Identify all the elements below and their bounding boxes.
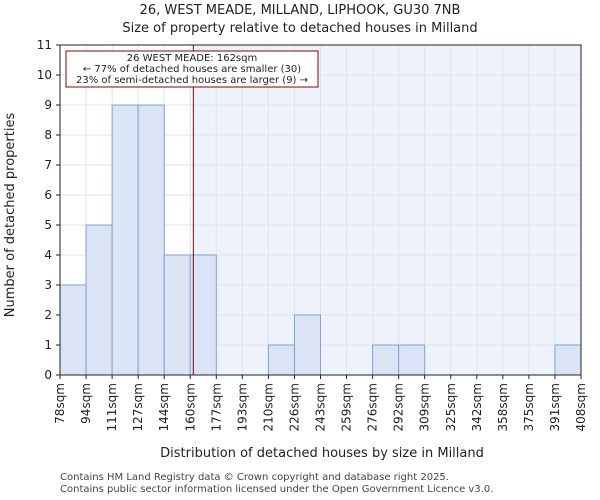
annotation-line-2: ← 77% of detached houses are smaller (30…: [83, 64, 301, 75]
x-tick-label: 325sqm: [444, 383, 458, 431]
histogram-bar: [59, 284, 87, 376]
histogram-bar: [111, 104, 139, 376]
plot-background-right-region: [193, 45, 582, 375]
histogram-bar: [554, 344, 582, 376]
x-tick-label: 358sqm: [496, 383, 510, 431]
annotation-line-1: 26 WEST MEADE: 162sqm: [127, 53, 257, 64]
x-tick-label: 210sqm: [261, 383, 275, 431]
y-tick-label: 2: [44, 308, 52, 322]
y-tick-label: 3: [44, 278, 52, 292]
x-tick-label: 127sqm: [131, 383, 145, 431]
annotation-border: [65, 50, 319, 88]
y-tick-label: 11: [37, 38, 52, 52]
x-axis-label: Distribution of detached houses by size …: [160, 446, 484, 461]
y-tick-label: 7: [44, 158, 52, 172]
histogram-bar: [372, 344, 400, 376]
y-tick-label: 8: [44, 128, 52, 142]
x-tick-label: 391sqm: [548, 383, 562, 431]
y-axis-ticks: 0 1 2 3 4 5 6 7 8 9 10 11: [37, 38, 60, 382]
x-tick-label: 243sqm: [314, 383, 328, 431]
histogram-bar: [137, 104, 165, 376]
x-tick-label: 309sqm: [418, 383, 432, 431]
x-tick-label: 292sqm: [392, 383, 406, 431]
y-tick-label: 10: [37, 68, 52, 82]
histogram-bar: [85, 224, 113, 376]
x-tick-label: 375sqm: [522, 383, 536, 431]
chart-title: 26, WEST MEADE, MILLAND, LIPHOOK, GU30 7…: [140, 3, 461, 18]
x-tick-label: 342sqm: [470, 383, 484, 431]
x-tick-label: 160sqm: [183, 383, 197, 431]
y-tick-label: 1: [44, 338, 52, 352]
y-tick-label: 6: [44, 188, 52, 202]
histogram-bar: [163, 254, 191, 376]
footer-line-2: Contains public sector information licen…: [60, 484, 494, 495]
x-axis-ticks: 78sqm 94sqm 111sqm 127sqm 144sqm 160sqm 177sqm…: [53, 375, 588, 431]
histogram-bar: [398, 344, 426, 376]
y-tick-label: 0: [44, 368, 52, 382]
x-tick-label: 226sqm: [287, 383, 301, 431]
histogram-bar: [293, 314, 322, 376]
footer-line-1: Contains HM Land Registry data © Crown c…: [60, 472, 449, 483]
annotation-line-3: 23% of semi-detached houses are larger (…: [76, 75, 308, 86]
annotation-box: 26 WEST MEADE: 162sqm ← 77% of detached …: [65, 50, 319, 88]
chart-subtitle: Size of property relative to detached ho…: [122, 21, 477, 36]
x-tick-label: 144sqm: [157, 383, 171, 431]
y-tick-label: 4: [44, 248, 52, 262]
x-tick-label: 276sqm: [366, 383, 380, 431]
x-tick-label: 408sqm: [574, 383, 588, 431]
x-tick-label: 177sqm: [209, 383, 223, 431]
x-tick-label: 111sqm: [105, 383, 119, 431]
y-axis-label: Number of detached properties: [3, 113, 18, 318]
histogram-bar: [189, 254, 217, 376]
y-tick-label: 9: [44, 98, 52, 112]
x-tick-label: 259sqm: [340, 383, 354, 431]
x-tick-label: 78sqm: [53, 383, 67, 424]
histogram-bar: [267, 344, 295, 376]
y-tick-label: 5: [44, 218, 52, 232]
bars-group: [59, 104, 582, 376]
x-tick-label: 193sqm: [235, 383, 249, 431]
x-tick-label: 94sqm: [79, 383, 93, 424]
